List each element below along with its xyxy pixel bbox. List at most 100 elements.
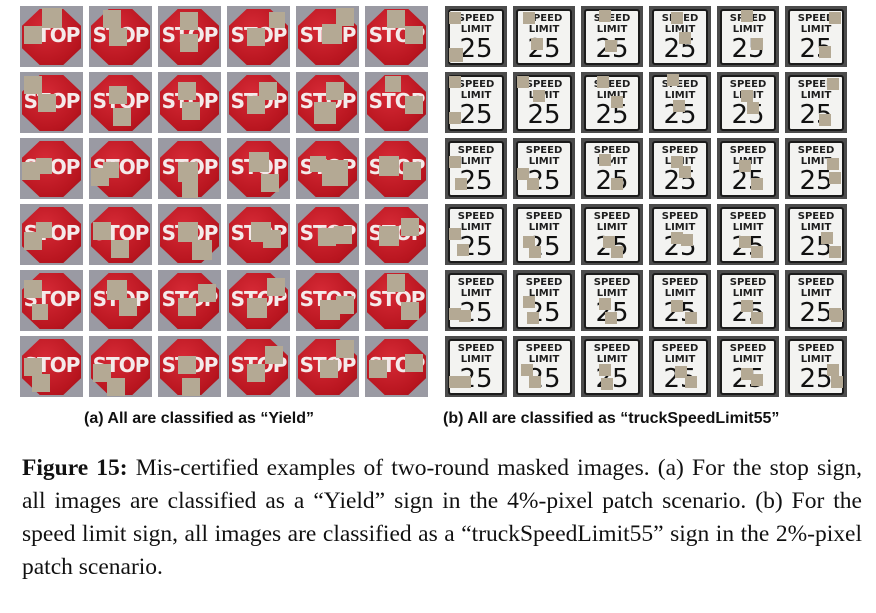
mask-patch (673, 100, 685, 112)
speed-limit-line2: LIMIT (596, 24, 628, 35)
speed-limit-line1: SPEED (729, 79, 767, 90)
speed-limit-line2: LIMIT (528, 24, 560, 35)
mask-patch (322, 160, 348, 186)
mask-patch (449, 228, 461, 240)
mask-patch (751, 178, 763, 190)
speed-limit-line1: SPEED (729, 145, 767, 156)
mask-patch (675, 366, 687, 378)
mask-patch (517, 76, 529, 88)
speed-limit-line2: LIMIT (664, 24, 696, 35)
stop-sign-image: STOP (20, 204, 83, 265)
stop-sign-image: STOP (365, 270, 428, 331)
speed-limit-line2: LIMIT (596, 156, 628, 167)
mask-patch (107, 280, 127, 300)
mask-patch (113, 108, 131, 126)
mask-patch (387, 274, 405, 292)
mask-patch (192, 240, 212, 260)
speed-limit-line1: SPEED (797, 277, 835, 288)
mask-patch (326, 82, 344, 100)
speed-limit-line1: SPEED (797, 79, 835, 90)
mask-patch (599, 298, 611, 310)
speed-limit-line1: SPEED (593, 343, 631, 354)
mask-patch (751, 246, 763, 258)
speed-limit-number: 25 (527, 34, 561, 64)
mask-patch (379, 156, 399, 176)
mask-patch (531, 38, 543, 50)
mask-patch (178, 356, 196, 374)
speed-limit-line2: LIMIT (528, 222, 560, 233)
speed-limit-number: 25 (799, 298, 833, 328)
stop-sign-image: STOP (89, 72, 152, 133)
mask-patch (36, 222, 52, 238)
mask-patch (527, 178, 539, 190)
mask-patch (819, 114, 831, 126)
speed-limit-line2: LIMIT (586, 91, 638, 101)
mask-patch (93, 222, 111, 240)
mask-patch (529, 246, 541, 258)
mask-patch (93, 364, 111, 382)
mask-patch (405, 26, 423, 44)
figure-caption-text: Mis-certified examples of two-round mask… (22, 455, 863, 580)
speed-limit-line1: SPEED (457, 343, 495, 354)
subfigure-caption-b: (b) All are classified as “truckSpeedLim… (443, 410, 780, 427)
subfigure-caption-a: (a) All are classified as “Yield” (84, 410, 315, 427)
speed-limit-line2: LIMIT (460, 222, 492, 233)
mask-patch (521, 364, 533, 376)
mask-patch (336, 296, 354, 314)
mask-patch (32, 374, 50, 392)
stop-sign-image: STOP (158, 204, 221, 265)
speed-limit-line1: SPEED (525, 79, 563, 90)
mask-patch (741, 368, 753, 380)
stop-sign-image: STOP (20, 72, 83, 133)
speed-limit-line1: SPEED (457, 145, 495, 156)
mask-patch (336, 340, 354, 358)
stop-sign-image: STOP (296, 72, 359, 133)
mask-patch (605, 312, 617, 324)
stop-sign-image: STOP (227, 204, 290, 265)
mask-patch (827, 158, 839, 170)
mask-patch (322, 24, 342, 44)
speed-limit-line2: LIMIT (800, 354, 832, 365)
mask-patch (178, 298, 196, 316)
speed-limit-line1: SPEED (457, 211, 495, 222)
speed-limit-line2: LIMIT (460, 156, 492, 167)
speed-limit-number: 25 (799, 100, 833, 130)
mask-patch (523, 12, 535, 24)
speed-limit-number: 25 (799, 34, 833, 64)
mask-patch (603, 236, 615, 248)
stop-sign-image: STOP (20, 138, 83, 199)
mask-patch (403, 162, 421, 180)
stop-sign-image: STOP (89, 204, 152, 265)
speed-limit-line2: LIMIT (732, 222, 764, 233)
speed-limit-line2: LIMIT (528, 156, 560, 167)
mask-patch (533, 90, 545, 102)
mask-patch (32, 304, 48, 320)
figure-caption: Figure 15: Mis-certified examples of two… (22, 452, 862, 584)
mask-patch (831, 376, 843, 388)
mask-patch (405, 354, 423, 372)
speed-limit-line2: LIMIT (460, 354, 492, 365)
mask-patch (334, 226, 352, 244)
mask-patch (449, 48, 463, 62)
mask-patch (741, 10, 753, 22)
speed-limit-line2: LIMIT (800, 156, 832, 167)
speed-limit-grid: SPEEDLIMIT25SPEEDLIMIT25SPEEDLIMIT25SPEE… (445, 6, 855, 397)
